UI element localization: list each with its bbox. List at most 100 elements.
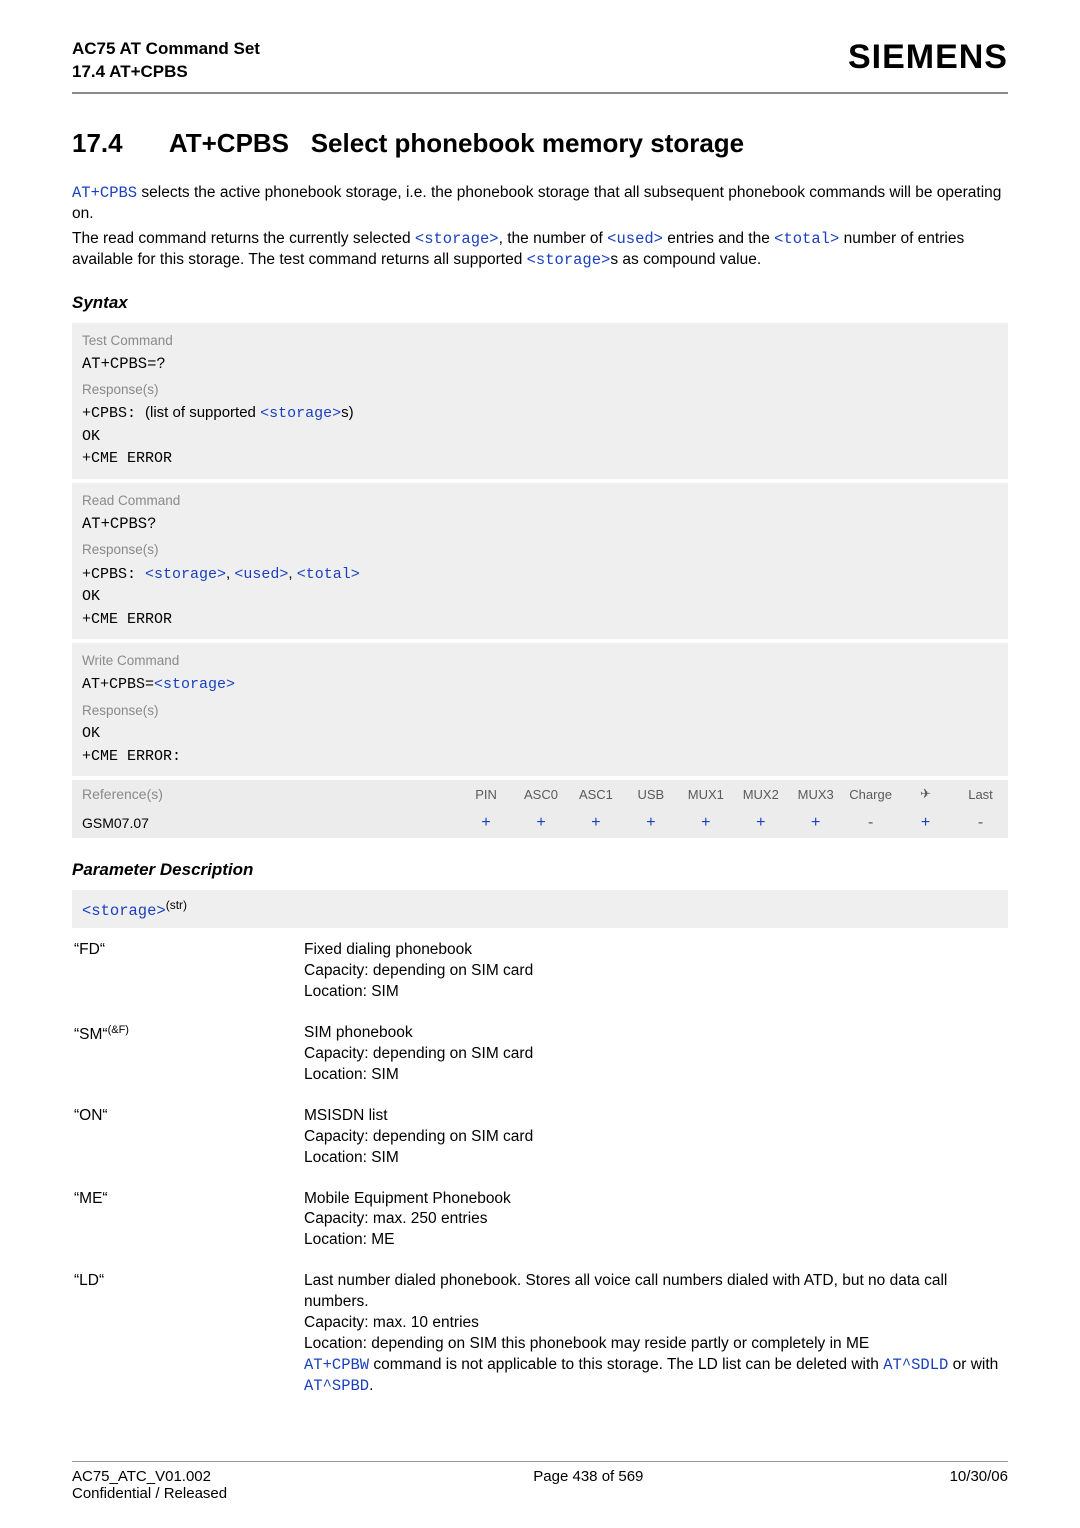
param-me-l1: Capacity: max. 250 entries — [304, 1210, 488, 1227]
test-ok: OK — [82, 426, 998, 449]
page-footer: AC75_ATC_V01.002 Confidential / Released… — [72, 1461, 1008, 1502]
ref-col-asc1: ASC1 — [568, 780, 623, 808]
param-sm-sup: (&F) — [108, 1024, 129, 1036]
test-resp-post: s) — [341, 404, 354, 421]
param-ld-mid1: command is not applicable to this storag… — [369, 1356, 883, 1373]
write-response-label: Response(s) — [82, 701, 998, 721]
siemens-logo: SIEMENS — [848, 38, 1008, 77]
write-command-cmd: AT+CPBS=<storage> — [82, 673, 998, 697]
test-resp-cpbs: +CPBS: — [82, 405, 145, 422]
ref-val-5: + — [733, 808, 788, 838]
param-desc-fd: Fixed dialing phonebook Capacity: depend… — [302, 930, 1008, 1013]
intro-used: <used> — [607, 230, 663, 248]
header-left: AC75 AT Command Set 17.4 AT+CPBS — [72, 38, 260, 84]
param-key-ld: “LD“ — [72, 1261, 302, 1407]
param-sm-key: “SM“ — [74, 1026, 108, 1043]
read-resp-storage: <storage> — [145, 566, 226, 583]
ref-col-plane-icon: ✈ — [898, 780, 953, 808]
param-desc-ld: Last number dialed phonebook. Stores all… — [302, 1261, 1008, 1407]
ref-col-last: Last — [953, 780, 1008, 808]
reference-value-row: GSM07.07 + + + + + + + - + - — [72, 808, 1008, 838]
read-resp-used: <used> — [234, 566, 288, 583]
page-header: AC75 AT Command Set 17.4 AT+CPBS SIEMENS — [72, 38, 1008, 84]
param-fd-l1: Capacity: depending on SIM card — [304, 962, 533, 979]
read-command-cmd: AT+CPBS? — [82, 513, 998, 536]
footer-divider — [72, 1461, 1008, 1462]
param-fd-l2: Location: SIM — [304, 983, 399, 1000]
test-command-cmd: AT+CPBS=? — [82, 353, 998, 376]
ref-val-6: + — [788, 808, 843, 838]
param-me-l2: Location: ME — [304, 1231, 394, 1248]
read-command-block: Read Command AT+CPBS? Response(s) +CPBS:… — [72, 483, 1008, 639]
param-row-me: “ME“ Mobile Equipment Phonebook Capacity… — [72, 1179, 1008, 1262]
parameter-description-heading: Parameter Description — [72, 860, 1008, 880]
section-title-text: Select phonebook memory storage — [311, 128, 744, 158]
param-desc-me: Mobile Equipment Phonebook Capacity: max… — [302, 1179, 1008, 1262]
ref-col-usb: USB — [623, 780, 678, 808]
read-response-label: Response(s) — [82, 540, 998, 560]
ref-val-7: - — [843, 808, 898, 838]
param-row-ld: “LD“ Last number dialed phonebook. Store… — [72, 1261, 1008, 1407]
parameter-table: “FD“ Fixed dialing phonebook Capacity: d… — [72, 930, 1008, 1407]
param-head-name: <storage> — [82, 902, 166, 920]
param-key-sm: “SM“(&F) — [72, 1013, 302, 1096]
write-command-block: Write Command AT+CPBS=<storage> Response… — [72, 643, 1008, 776]
param-on-l0: MSISDN list — [304, 1107, 388, 1124]
param-on-l1: Capacity: depending on SIM card — [304, 1128, 533, 1145]
intro-text-2a: The read command returns the currently s… — [72, 230, 415, 247]
write-cmd-storage: <storage> — [154, 676, 235, 693]
param-sm-l0: SIM phonebook — [304, 1024, 413, 1041]
param-ld-l0: Last number dialed phonebook. Stores all… — [304, 1272, 947, 1310]
param-row-sm: “SM“(&F) SIM phonebook Capacity: dependi… — [72, 1013, 1008, 1096]
read-resp-pre: +CPBS: — [82, 566, 145, 583]
ref-val-3: + — [623, 808, 678, 838]
ref-val-4: + — [678, 808, 733, 838]
param-ld-mono3: AT^SPBD — [304, 1377, 369, 1395]
ref-col-charge: Charge — [843, 780, 898, 808]
write-err: +CME ERROR: — [82, 746, 998, 769]
read-response-line: +CPBS: <storage>, <used>, <total> — [82, 563, 998, 587]
read-resp-c2: , — [288, 565, 296, 582]
intro-atcpbs: AT+CPBS — [72, 184, 137, 202]
param-ld-mono1: AT+CPBW — [304, 1356, 369, 1374]
footer-left: AC75_ATC_V01.002 Confidential / Released — [72, 1468, 227, 1502]
write-cmd-pre: AT+CPBS= — [82, 676, 154, 693]
intro-para-2: The read command returns the currently s… — [72, 229, 1008, 271]
read-err: +CME ERROR — [82, 609, 998, 632]
reference-table: Reference(s) PIN ASC0 ASC1 USB MUX1 MUX2… — [72, 780, 1008, 838]
test-resp-storage: <storage> — [260, 405, 341, 422]
param-ld-mono2: AT^SDLD — [883, 1356, 948, 1374]
footer-page: Page 438 of 569 — [533, 1468, 643, 1502]
footer-version: AC75_ATC_V01.002 — [72, 1468, 227, 1485]
param-row-fd: “FD“ Fixed dialing phonebook Capacity: d… — [72, 930, 1008, 1013]
param-key-on: “ON“ — [72, 1096, 302, 1179]
test-command-block: Test Command AT+CPBS=? Response(s) +CPBS… — [72, 323, 1008, 479]
param-head: <storage>(str) — [72, 890, 1008, 928]
intro-storage: <storage> — [415, 230, 499, 248]
reference-header-row: Reference(s) PIN ASC0 ASC1 USB MUX1 MUX2… — [72, 780, 1008, 808]
param-sm-l2: Location: SIM — [304, 1066, 399, 1083]
section-heading: 17.4 AT+CPBS Select phonebook memory sto… — [72, 128, 1008, 159]
ref-val-1: + — [514, 808, 569, 838]
ref-col-asc0: ASC0 — [514, 780, 569, 808]
ref-col-mux1: MUX1 — [678, 780, 733, 808]
intro-total: <total> — [774, 230, 839, 248]
param-key-me: “ME“ — [72, 1179, 302, 1262]
header-divider — [72, 92, 1008, 94]
doc-subtitle: 17.4 AT+CPBS — [72, 61, 260, 84]
test-response-label: Response(s) — [82, 380, 998, 400]
section-cmd: AT+CPBS — [169, 128, 289, 158]
reference-name: GSM07.07 — [72, 808, 459, 838]
param-sm-l1: Capacity: depending on SIM card — [304, 1045, 533, 1062]
read-resp-total: <total> — [297, 566, 360, 583]
intro-text-2e: s as compound value. — [610, 251, 761, 268]
intro-text-2c: entries and the — [663, 230, 774, 247]
ref-val-0: + — [459, 808, 514, 838]
intro-para-1: AT+CPBS selects the active phonebook sto… — [72, 183, 1008, 225]
param-desc-sm: SIM phonebook Capacity: depending on SIM… — [302, 1013, 1008, 1096]
footer-confidential: Confidential / Released — [72, 1485, 227, 1502]
intro-text-2b: , the number of — [499, 230, 608, 247]
param-ld-l1: Capacity: max. 10 entries — [304, 1314, 479, 1331]
write-command-label: Write Command — [82, 651, 998, 671]
ref-val-2: + — [568, 808, 623, 838]
